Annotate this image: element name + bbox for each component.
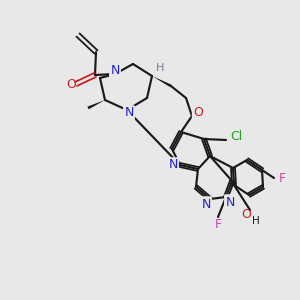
Text: N: N: [168, 158, 178, 172]
Text: H: H: [252, 216, 260, 226]
Text: N: N: [124, 106, 134, 119]
Text: O: O: [66, 77, 76, 91]
Text: F: F: [214, 218, 222, 232]
Text: F: F: [278, 172, 286, 184]
Text: O: O: [193, 106, 203, 119]
Polygon shape: [152, 76, 172, 87]
Text: N: N: [225, 196, 235, 208]
Text: H: H: [156, 63, 164, 73]
Text: N: N: [201, 197, 211, 211]
Polygon shape: [87, 100, 105, 110]
Text: Cl: Cl: [230, 130, 242, 143]
Text: N: N: [110, 64, 120, 77]
Text: O: O: [241, 208, 251, 221]
